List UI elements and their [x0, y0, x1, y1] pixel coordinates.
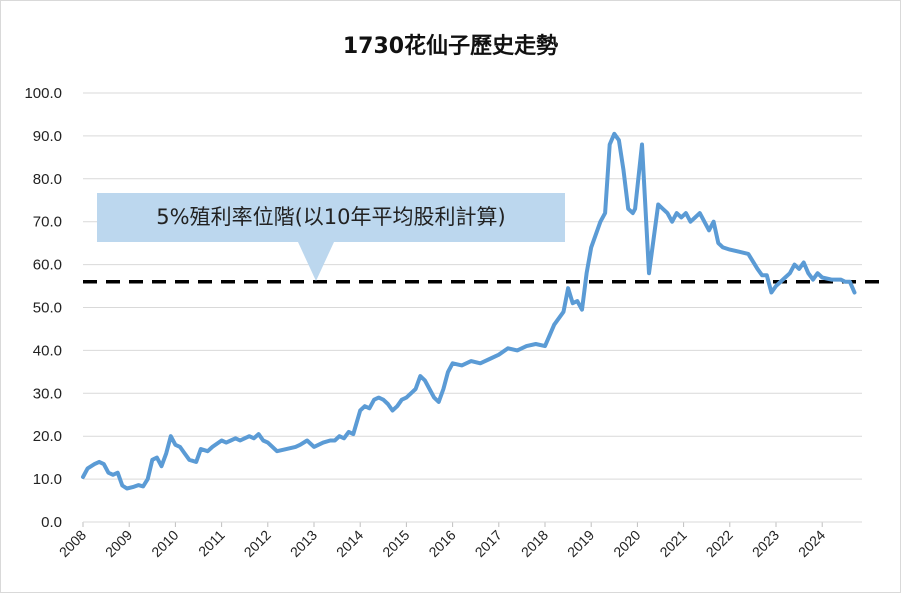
x-tick-label: 2019	[564, 527, 597, 560]
y-tick-label: 40.0	[33, 342, 62, 359]
callout-arrow	[298, 242, 334, 281]
y-tick-label: 10.0	[33, 471, 62, 488]
x-tick-label: 2017	[472, 527, 505, 560]
y-tick-label: 20.0	[33, 428, 62, 445]
y-tick-label: 60.0	[33, 257, 62, 274]
x-tick-label: 2022	[703, 527, 736, 560]
x-tick-label: 2024	[795, 527, 828, 560]
x-tick-label: 2009	[102, 527, 135, 560]
x-tick-label: 2015	[379, 527, 412, 560]
y-tick-label: 80.0	[33, 171, 62, 188]
x-tick-label: 2012	[241, 527, 274, 560]
x-tick-label: 2018	[518, 527, 551, 560]
y-tick-label: 0.0	[41, 514, 62, 531]
y-tick-label: 90.0	[33, 128, 62, 145]
x-axis: 2008 2009 2010 2011 2012 2013 2014 2015 2016 2017…	[56, 522, 828, 560]
x-tick-label: 2010	[148, 527, 181, 560]
x-tick-label: 2013	[287, 527, 320, 560]
x-tick-label: 2014	[333, 527, 366, 560]
chart-title: 1730花仙子歷史走勢	[342, 34, 559, 59]
gridlines	[83, 92, 862, 480]
series-line	[81, 131, 857, 491]
y-tick-label: 50.0	[33, 300, 62, 317]
x-tick-label: 2023	[749, 527, 782, 560]
x-tick-label: 2021	[656, 527, 689, 560]
x-tick-label: 2016	[425, 527, 458, 560]
x-tick-label: 2020	[610, 527, 643, 560]
annotation-text: 5%殖利率位階(以10年平均股利計算)	[156, 205, 506, 229]
y-tick-label: 30.0	[33, 385, 62, 402]
x-tick-label: 2011	[195, 527, 228, 560]
y-tick-label: 70.0	[33, 214, 62, 231]
x-tick-label: 2008	[56, 527, 89, 560]
y-tick-label: 100.0	[24, 85, 62, 102]
y-axis: 0.0 10.0 20.0 30.0 40.0 50.0 60.0 70.0 80.0 90.0 1…	[24, 85, 62, 531]
annotation-callout: 5%殖利率位階(以10年平均股利計算)	[97, 193, 565, 242]
